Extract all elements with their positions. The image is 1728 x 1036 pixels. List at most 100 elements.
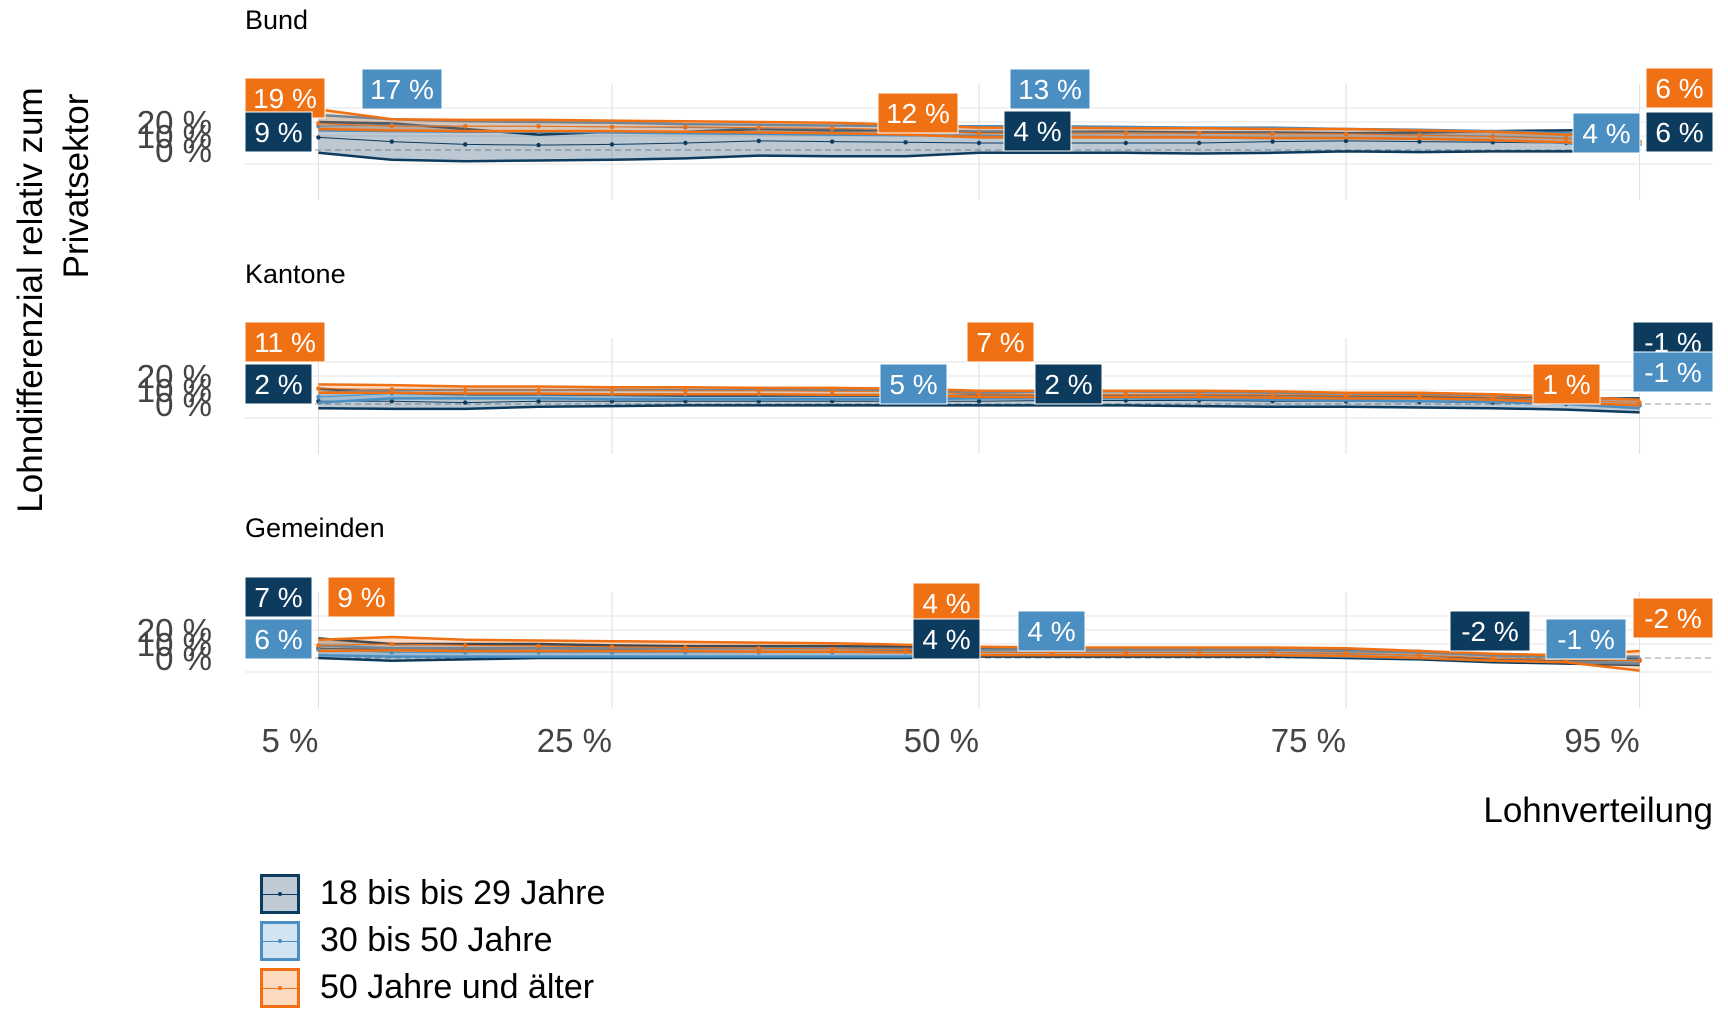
data-point [756,646,761,651]
data-point [683,388,688,393]
y-axis-title: Lohndifferenzial relativ zum Privatsekto… [11,87,96,512]
y-tick-label: 10 % [137,118,212,155]
data-point [1343,131,1349,137]
value-label-box [1003,110,1072,152]
data-point [683,124,688,130]
data-point [1197,131,1202,136]
data-point [976,140,982,146]
data-point [1123,131,1129,136]
value-label-box [1632,351,1714,393]
legend-swatch-50-plus [260,967,300,1008]
data-point [389,387,394,392]
data-point [536,142,541,148]
data-point [316,386,321,391]
data-point [609,124,615,130]
value-label: 2 % [1044,369,1092,400]
value-label: 13 % [1018,74,1082,105]
value-label: 7 % [976,327,1024,358]
data-point [609,387,615,393]
value-label-box [244,363,313,405]
value-label-box [1645,67,1714,109]
value-label-box [244,321,326,363]
data-point [536,399,541,404]
data-point [609,644,615,649]
data-point [609,142,615,147]
value-label: 9 % [337,582,385,613]
value-label: -1 % [1644,357,1702,388]
value-label: 6 % [1655,73,1703,104]
value-label: -2 % [1461,616,1519,647]
data-point [1270,139,1275,144]
data-point [1197,140,1202,146]
value-label-box [966,321,1035,363]
value-label: 4 % [922,588,970,619]
value-label-box [244,576,313,618]
value-label-box [327,576,396,618]
data-point [1123,392,1129,397]
data-point [536,387,541,393]
data-point [1270,392,1275,398]
data-point [1490,394,1496,400]
legend-item-50-plus: 50 Jahre und älter [260,964,605,1011]
data-point [1343,138,1349,144]
y-tick-label: 0 % [155,132,212,169]
legend-swatch-18-29 [260,873,300,914]
data-point [903,647,908,652]
value-label: 6 % [254,624,302,655]
data-point [389,124,394,129]
y-tick-label: 20 % [137,104,212,141]
data-point [1417,393,1422,398]
y-axis-title-line-1: Lohndifferenzial relativ zum [11,87,50,512]
y-tick-label: 0 % [155,640,212,677]
value-label: -1 % [1557,624,1615,655]
data-point [976,392,982,397]
value-label: 5 % [889,369,937,400]
value-label-box [1632,597,1714,639]
data-point [830,126,835,131]
data-point [1417,653,1422,658]
data-point [316,643,321,648]
x-tick-label: 75 % [1271,722,1346,759]
data-point [1637,400,1642,405]
value-label-box [244,111,313,153]
value-label-box [879,363,948,405]
value-label: 19 % [253,83,317,114]
y-tick-label: 10 % [137,372,212,409]
data-point [683,645,688,650]
value-label-box [912,582,981,624]
x-tick-label: 5 % [262,722,319,759]
data-point [463,142,468,147]
value-label-box [1017,610,1086,652]
legend-label-50-plus: 50 Jahre und älter [320,968,595,1006]
data-point [1417,133,1422,138]
value-label-box [1034,363,1103,405]
data-point [903,140,908,145]
data-point [463,124,468,129]
x-tick-label: 95 % [1564,722,1639,759]
data-point [1417,139,1422,144]
data-point [536,124,541,129]
data-point [1490,134,1496,139]
data-point [1197,392,1202,397]
legend-label-30-50: 30 bis 50 Jahre [320,921,553,959]
panel-gemeinden: Gemeinden 0 %10 %20 % 7 % 6 % 9 % 4 % 4 % 4 % -2… [137,513,1714,708]
panel-title: Gemeinden [245,513,385,543]
x-tick-label: 25 % [537,722,612,759]
data-point [1270,131,1275,137]
data-point [316,135,321,140]
value-label-box [1449,610,1531,652]
legend-item-30-50: 30 bis 50 Jahre [260,917,605,964]
panel-kantone: Kantone 0 %10 %20 % 11 % 2 % 5 % 7 % 2 % 1 % -1 … [137,259,1714,454]
x-tick-label: 50 % [904,722,979,759]
data-point [1564,136,1569,141]
panel-bund: Bund 0 %10 %20 % 19 %9 % 17 % 12 % 13 % 4 % 4 %… [137,5,1714,200]
ribbon-lower-0 [318,150,1640,163]
value-label: 12 % [886,98,950,129]
data-point [976,399,982,404]
value-label-box [1532,363,1601,405]
data-point [463,400,468,405]
value-label-box [1545,618,1627,660]
data-point [463,643,468,648]
